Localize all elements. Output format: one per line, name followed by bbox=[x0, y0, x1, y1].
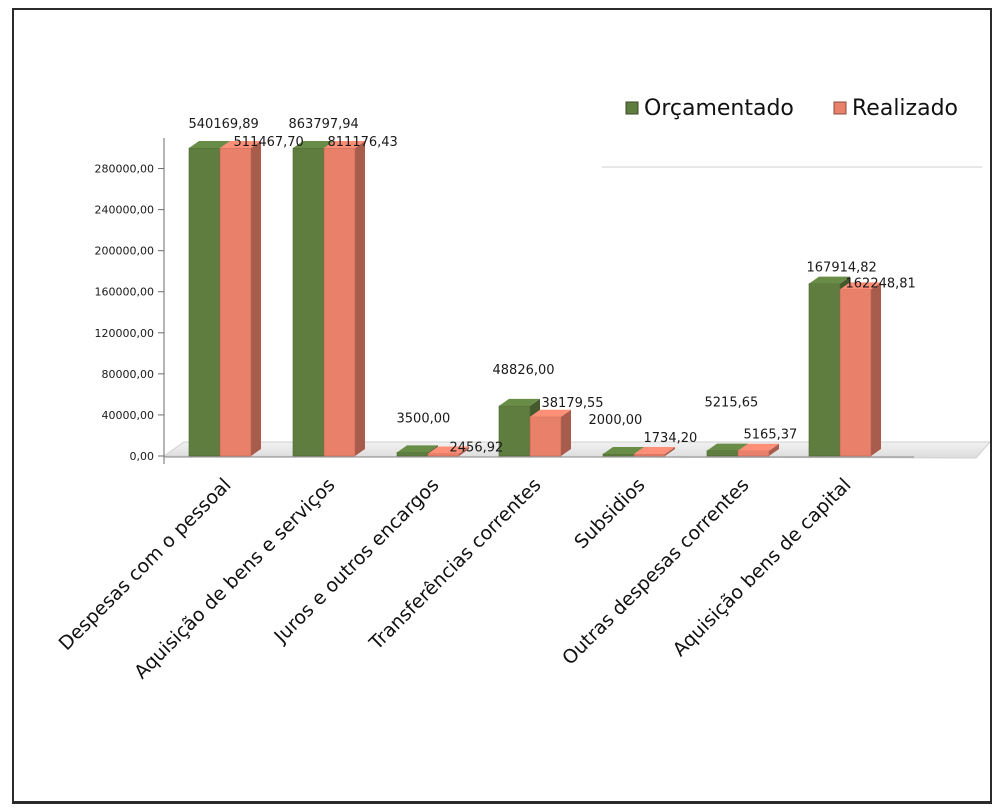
bar-side bbox=[355, 141, 365, 456]
bar-front bbox=[529, 416, 562, 457]
data-label: 540169,89 bbox=[189, 117, 259, 132]
x-category-label: Aquisição de bens e serviços bbox=[130, 474, 339, 683]
data-label: 2000,00 bbox=[589, 413, 643, 428]
bar-front bbox=[292, 147, 325, 457]
bar-front bbox=[808, 283, 841, 457]
bar-front bbox=[633, 453, 666, 457]
bar-front bbox=[839, 289, 872, 457]
bar-front bbox=[219, 147, 252, 457]
bar-top bbox=[189, 141, 230, 148]
bar-top bbox=[220, 141, 261, 148]
bar-side bbox=[665, 447, 675, 456]
bar-top bbox=[428, 446, 469, 454]
y-tick-label: 40000,00 bbox=[102, 409, 155, 422]
legend-item: Realizado bbox=[833, 96, 958, 121]
x-category-label: Juros e outros encargos bbox=[269, 474, 443, 648]
x-category-label: Aquisição bens de capital bbox=[669, 474, 856, 661]
bar-top bbox=[634, 447, 675, 454]
bar-realizado bbox=[737, 443, 779, 457]
budget-chart: 0,00 40000,00 80000,00 120000,00 160000,00 20… bbox=[55, 96, 990, 683]
bar-realizado bbox=[633, 447, 675, 457]
y-tick-label: 160000,00 bbox=[95, 286, 155, 299]
bar-front bbox=[498, 405, 531, 457]
legend-label: Orçamentado bbox=[644, 96, 794, 121]
bar-front bbox=[706, 450, 739, 457]
data-label: 863797,94 bbox=[289, 117, 359, 132]
x-category-label: Subsidios bbox=[570, 474, 649, 553]
bar-realizado bbox=[323, 141, 365, 457]
bar-front bbox=[602, 453, 635, 457]
bar-top bbox=[397, 445, 438, 453]
bar-top bbox=[707, 443, 748, 451]
bar-front bbox=[396, 452, 429, 457]
y-tick-label: 80000,00 bbox=[102, 368, 155, 381]
data-label: 162248,81 bbox=[846, 276, 916, 291]
legend-label: Realizado bbox=[852, 96, 958, 121]
bar-side bbox=[769, 443, 779, 456]
data-label: 5215,65 bbox=[705, 396, 759, 411]
y-tick-label: 0,00 bbox=[130, 450, 155, 463]
data-label: 2456,92 bbox=[450, 440, 504, 455]
y-tick-label: 120000,00 bbox=[95, 327, 155, 340]
bar-side bbox=[561, 409, 571, 456]
bar-top bbox=[530, 409, 571, 417]
x-category-label: Despesas com o pessoal bbox=[55, 474, 236, 655]
bar-top bbox=[293, 141, 334, 148]
x-category-label: Transferências correntes bbox=[365, 474, 546, 655]
bar-top bbox=[324, 141, 365, 148]
chart-frame: 0,00 40000,00 80000,00 120000,00 160000,00 20… bbox=[12, 8, 992, 804]
bar-top bbox=[809, 276, 850, 284]
bar-front bbox=[737, 450, 770, 457]
bar-front bbox=[323, 147, 356, 457]
data-label: 167914,82 bbox=[807, 261, 877, 276]
legend-item: Orçamentado bbox=[625, 96, 794, 121]
bar-top bbox=[603, 446, 644, 454]
data-label: 48826,00 bbox=[493, 363, 555, 378]
data-label: 511467,70 bbox=[234, 135, 304, 150]
legend-swatch bbox=[625, 101, 639, 115]
legend-swatch bbox=[833, 101, 847, 115]
x-category-label: Outras despesas correntes bbox=[558, 474, 753, 669]
bar-realizado bbox=[427, 446, 469, 457]
bar-top bbox=[499, 398, 540, 406]
bar-side bbox=[251, 141, 261, 456]
bar-top bbox=[840, 282, 881, 290]
bar-realizado bbox=[529, 409, 571, 457]
data-label: 3500,00 bbox=[397, 411, 451, 426]
data-label: 811176,43 bbox=[328, 135, 398, 150]
y-tick-label: 280000,00 bbox=[95, 163, 155, 176]
y-tick-label: 200000,00 bbox=[95, 245, 155, 258]
data-label: 38179,55 bbox=[542, 396, 604, 411]
data-label: 5165,37 bbox=[744, 428, 798, 443]
bar-realizado bbox=[219, 141, 261, 457]
y-tick-label: 240000,00 bbox=[95, 204, 155, 217]
bar-realizado bbox=[839, 282, 881, 457]
bar-top bbox=[738, 443, 779, 451]
bar-side bbox=[459, 446, 469, 456]
data-label: 1734,20 bbox=[644, 431, 698, 446]
bar-front bbox=[188, 147, 221, 457]
bar-side bbox=[871, 282, 881, 456]
